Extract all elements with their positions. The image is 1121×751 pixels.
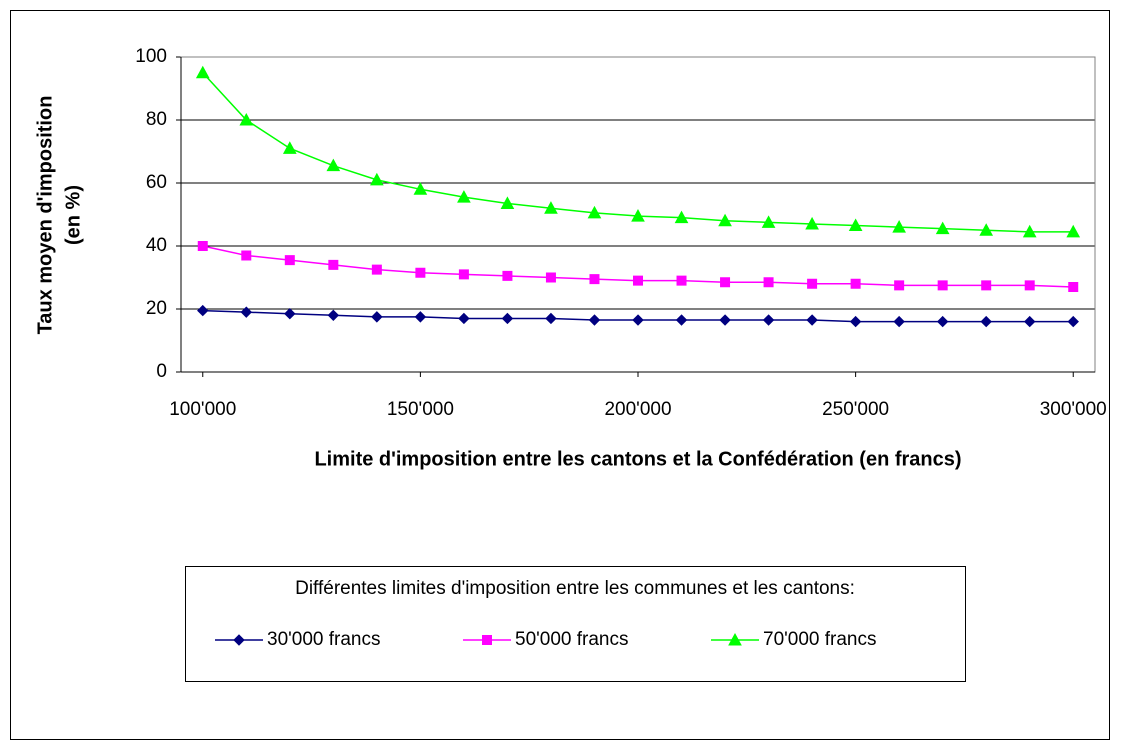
marker <box>979 223 994 236</box>
y-tick-label: 60 <box>146 172 167 193</box>
marker <box>850 278 861 289</box>
marker <box>326 158 341 172</box>
marker <box>807 278 818 289</box>
marker <box>936 315 949 328</box>
y-tick-label: 80 <box>146 109 167 130</box>
marker <box>805 216 819 230</box>
marker <box>633 275 643 286</box>
marker <box>674 210 689 224</box>
marker <box>241 250 252 261</box>
legend-box <box>185 566 966 682</box>
marker <box>371 264 382 275</box>
marker <box>197 304 209 317</box>
marker <box>588 314 601 326</box>
marker <box>370 172 384 186</box>
marker <box>1024 315 1036 328</box>
marker <box>415 267 426 278</box>
marker <box>413 182 428 195</box>
y-axis-label-line: Taux moyen d'imposition <box>34 96 56 335</box>
marker <box>761 215 776 228</box>
marker <box>458 269 469 280</box>
legend-label: 30'000 francs <box>267 629 380 650</box>
marker <box>981 280 992 291</box>
marker <box>937 280 948 291</box>
marker <box>240 306 252 318</box>
marker <box>720 277 731 288</box>
x-tick-label: 250'000 <box>822 399 889 420</box>
legend-title: Différentes limites d'imposition entre l… <box>295 578 855 599</box>
marker <box>482 635 492 645</box>
marker <box>1022 224 1037 238</box>
marker <box>327 309 340 322</box>
y-axis-label: Taux moyen d'imposition (en %) <box>34 96 84 335</box>
marker <box>763 277 774 288</box>
marker <box>587 205 602 219</box>
marker <box>195 65 210 79</box>
marker <box>282 141 297 154</box>
marker <box>197 241 208 251</box>
marker <box>632 314 644 326</box>
marker <box>545 312 557 325</box>
marker <box>1067 315 1079 328</box>
marker <box>233 634 245 646</box>
marker <box>893 315 905 328</box>
marker <box>806 314 818 326</box>
marker <box>328 259 339 270</box>
x-tick-label: 100'000 <box>169 399 236 420</box>
y-tick-label: 0 <box>156 361 167 382</box>
marker <box>500 196 515 209</box>
marker <box>1066 224 1081 238</box>
marker <box>718 213 732 227</box>
legend-label: 70'000 francs <box>763 629 876 650</box>
marker <box>544 201 558 214</box>
marker <box>1068 281 1079 292</box>
marker <box>458 312 470 325</box>
marker <box>502 270 513 281</box>
marker <box>894 280 905 291</box>
x-axis-label: Limite d'imposition entre les cantons et… <box>314 448 961 470</box>
marker <box>892 220 906 233</box>
marker <box>980 315 992 328</box>
x-tick-label: 150'000 <box>387 399 454 420</box>
marker <box>545 272 556 283</box>
marker <box>675 314 688 326</box>
marker <box>284 308 296 320</box>
marker <box>371 311 383 323</box>
marker <box>935 221 950 235</box>
y-tick-label: 20 <box>146 298 167 319</box>
marker <box>589 274 600 285</box>
x-tick-label: 200'000 <box>604 399 671 420</box>
legend-label: 50'000 francs <box>515 629 628 650</box>
y-tick-label: 100 <box>135 46 167 67</box>
x-tick-label: 300'000 <box>1040 399 1107 420</box>
marker <box>719 314 731 326</box>
y-tick-label: 40 <box>146 235 167 256</box>
marker <box>848 218 863 232</box>
marker <box>676 275 687 286</box>
marker <box>501 312 514 325</box>
marker <box>849 315 862 328</box>
marker <box>1024 280 1035 291</box>
marker <box>728 632 742 646</box>
marker <box>284 255 295 266</box>
marker <box>762 314 775 326</box>
marker <box>457 190 471 203</box>
marker <box>631 209 645 222</box>
y-axis-label-line: (en %) <box>62 185 84 245</box>
marker <box>414 311 427 323</box>
marker <box>239 112 254 126</box>
